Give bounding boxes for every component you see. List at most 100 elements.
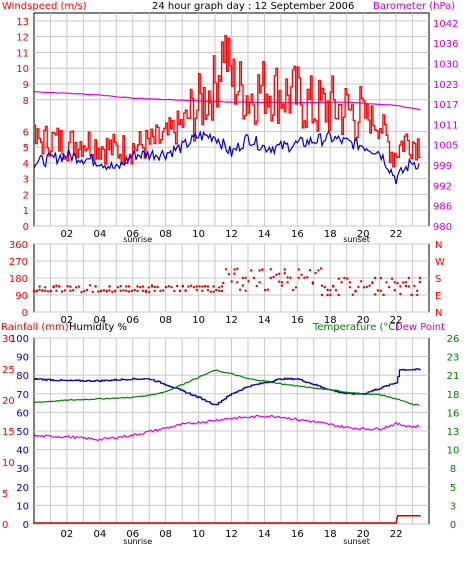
wind-direction-point (206, 285, 210, 288)
wind-direction-point (122, 289, 125, 292)
wind-direction-point (261, 268, 264, 271)
wind-direction-point (418, 280, 422, 284)
wind-direction-point (35, 289, 38, 292)
wind-direction-point (410, 293, 413, 297)
wind-direction-point (141, 285, 145, 288)
panel2-y-left-tick-label: 180 (9, 274, 28, 285)
panel2-x-tick-label: 10 (192, 315, 205, 326)
wind-direction-point (58, 285, 61, 288)
wind-direction-point (286, 276, 289, 279)
panel1-y-right-tick-label: 1042 (433, 19, 458, 30)
wind-direction-point (317, 269, 320, 272)
wind-direction-point (173, 289, 176, 293)
dewpoint-line (33, 414, 420, 442)
wind-direction-point (153, 289, 156, 292)
wind-direction-point (212, 290, 215, 293)
wind-direction-point (190, 284, 193, 287)
wind-direction-point (88, 284, 92, 287)
average-wind-line (33, 130, 420, 185)
panel2-y-left-tick-label: 90 (15, 291, 28, 302)
wind-direction-point (125, 285, 128, 288)
wind-direction-point (269, 268, 272, 271)
wind-direction-point (102, 289, 106, 292)
panel2-y-left-tick-label: 360 (9, 240, 28, 251)
panel1-y-left-tick-label: 5 (23, 143, 29, 154)
wind-direction-point (136, 285, 139, 288)
wind-direction-point (244, 289, 247, 292)
wind-direction-point (418, 276, 422, 280)
wind-direction-point (269, 276, 272, 280)
wind-direction-point (374, 293, 377, 296)
wind-direction-point (244, 276, 247, 279)
panel1-x-tick-label: 10 (192, 229, 205, 240)
panel3-x-tick-label: 02 (61, 529, 74, 540)
wind-direction-point (74, 286, 78, 289)
wind-direction-point (201, 289, 204, 292)
panel1-x-tick-label: 14 (258, 229, 271, 240)
wind-direction-point (360, 280, 363, 283)
wind-direction-point (343, 276, 346, 280)
panel3-x-tick-label: 04 (93, 529, 106, 540)
panel3-temperature-tick-label: 10 (447, 446, 460, 457)
panel3-x-tick-label: 14 (258, 529, 271, 540)
wind-direction-point (306, 276, 309, 279)
wind-direction-point (241, 284, 245, 287)
wind-direction-point (294, 286, 298, 289)
panel1-y-right-tick-label: 1011 (433, 120, 458, 131)
panel1-y-left-tick-label: 2 (23, 190, 29, 201)
panel2-y-right-tick-label: S (435, 274, 441, 285)
wind-direction-point (289, 276, 292, 279)
panel3-humidity-tick-label: 10 (16, 501, 29, 512)
wind-direction-point (314, 271, 317, 275)
panel3-humidity-tick-label: 90 (16, 353, 29, 364)
wind-direction-point (278, 280, 281, 283)
panel1-y-left-tick-label: 0 (23, 222, 29, 233)
wind-direction-point (127, 285, 131, 288)
barometer-line (33, 91, 421, 111)
wind-direction-point (236, 281, 239, 284)
wind-direction-point (204, 285, 207, 288)
panel1-y-left-tick-label: 4 (23, 159, 29, 170)
wind-direction-point (215, 288, 218, 292)
wind-direction-point (238, 288, 242, 291)
wind-direction-point (252, 276, 256, 280)
wind-direction-point (66, 285, 69, 288)
panel1-y-right-tick-label: 1023 (433, 80, 458, 91)
panel1-y-left-tick-label: 11 (16, 48, 29, 59)
panel1-y-right-tick-label: 980 (433, 222, 452, 233)
panel3-rain-tick-label: 0 (2, 520, 8, 531)
temperature-title: Temperature (°C) (312, 322, 399, 333)
panel2-y-left-tick-label: 270 (9, 257, 28, 268)
wind-direction-point (176, 284, 179, 288)
wind-direction-point (326, 293, 329, 297)
wind-direction-point (334, 289, 338, 292)
wind-direction-point (80, 290, 83, 294)
wind-direction-point (300, 273, 303, 276)
wind-direction-point (413, 284, 416, 288)
panel1-y-right-tick-label: 1017 (433, 100, 458, 111)
wind-direction-point (416, 293, 419, 297)
panel3-temperature-tick-label: 16 (447, 408, 460, 419)
wind-direction-point (212, 285, 215, 288)
panel3-x-tick-label: 10 (192, 529, 205, 540)
panel1-x-tick-label: 20 (357, 229, 370, 240)
panel1-y-right-tick-label: 999 (433, 161, 452, 172)
panel3-rain-tick-label: 30 (2, 334, 15, 345)
rainfall-line (34, 515, 421, 524)
panel3-humidity-tick-label: 20 (16, 483, 29, 494)
wind-direction-point (416, 289, 419, 292)
wind-direction-point (275, 273, 278, 276)
wind-direction-point (156, 285, 159, 289)
wind-direction-point (63, 289, 66, 292)
wind-direction-point (159, 289, 162, 293)
wind-direction-point (278, 272, 281, 275)
panel1-y-left-tick-label: 13 (16, 17, 29, 28)
wind-direction-point (153, 285, 156, 289)
wind-direction-point (201, 285, 204, 288)
wind-direction-point (220, 285, 224, 288)
panel2-x-tick-label: 12 (225, 315, 238, 326)
wind-direction-point (320, 293, 324, 297)
wind-direction-point (292, 288, 295, 292)
wind-direction-point (258, 281, 261, 284)
wind-direction-point (218, 286, 221, 289)
